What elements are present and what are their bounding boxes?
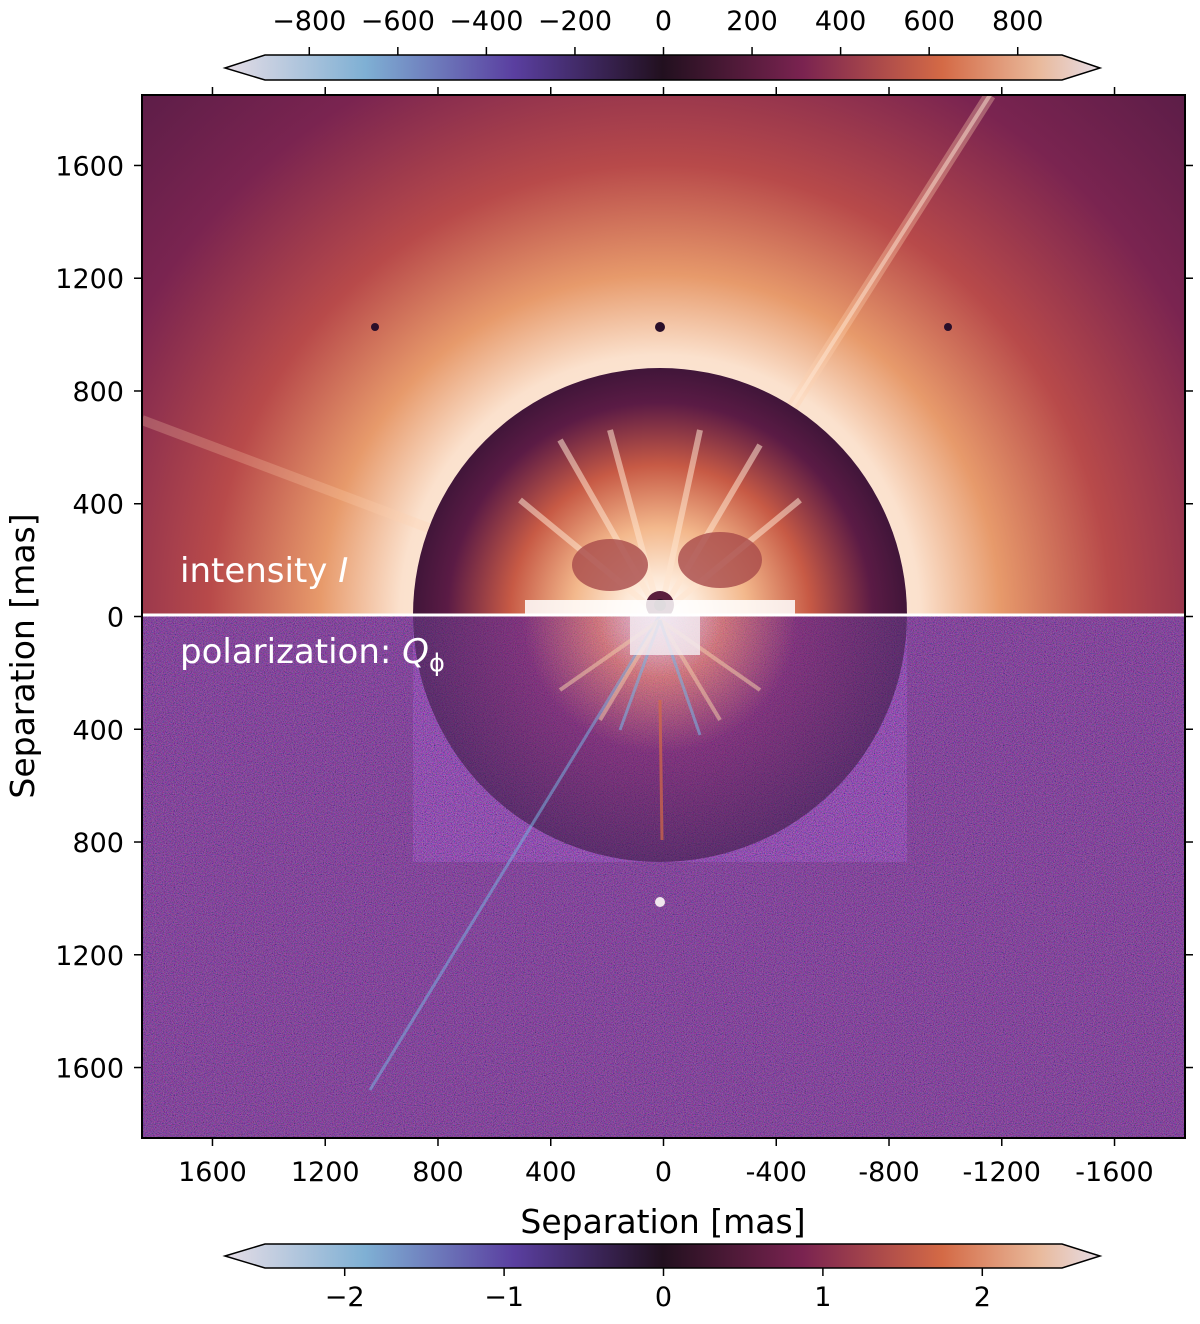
x-tick-label: -800 — [858, 1157, 919, 1188]
x-tick-label: 400 — [525, 1157, 577, 1188]
colorbar-top-tick-label: 200 — [726, 6, 778, 37]
x-tick-label: 800 — [412, 1157, 464, 1188]
y-tick-label: 0 — [107, 603, 124, 634]
intensity-panel — [142, 95, 1185, 615]
x-tick-label: -1200 — [963, 1157, 1041, 1188]
y-tick-label: 400 — [72, 490, 124, 521]
satellite-spot — [371, 323, 379, 331]
colorbar-top-tick-label: 600 — [903, 6, 955, 37]
colorbar-top-bar — [222, 54, 1103, 81]
x-tick-label: 1200 — [291, 1157, 360, 1188]
y-tick-label: 800 — [72, 828, 124, 859]
colorbar-bottom-tick-label: 2 — [974, 1282, 991, 1313]
companion-spot — [655, 897, 665, 907]
colorbar-top-tick-label: −800 — [272, 6, 346, 37]
satellite-spot — [944, 323, 952, 331]
colorbar-top-tick-label: −400 — [449, 6, 523, 37]
y-tick-label: 400 — [72, 715, 124, 746]
intensity-label: intensity I — [180, 551, 348, 591]
colorbar-bottom-bar — [222, 1243, 1103, 1269]
x-tick-label: -1600 — [1075, 1157, 1153, 1188]
colorbar-top-tick-label: 400 — [815, 6, 867, 37]
colorbar-top-tick-label: 0 — [655, 6, 672, 37]
colorbar-top: −800 −600 −400 −200 0 200 400 600 800 — [222, 6, 1103, 81]
colorbar-bottom: −2 −1 0 1 2 — [222, 1243, 1103, 1313]
colorbar-top-tick-label: −200 — [538, 6, 612, 37]
satellite-spot — [655, 322, 665, 332]
x-tick-label: 1600 — [178, 1157, 247, 1188]
x-axis-title: Separation [mas] — [520, 1202, 805, 1241]
colorbar-bottom-tick-label: 1 — [814, 1282, 831, 1313]
y-tick-label: 1600 — [55, 151, 124, 182]
y-tick-label: 1600 — [55, 1054, 124, 1085]
colorbar-top-tick-label: −600 — [361, 6, 435, 37]
image-panel: intensity I polarization: Qϕ 1600 1200 800… — [55, 87, 1193, 1188]
colorbar-top-tick-label: 800 — [992, 6, 1044, 37]
colorbar-bottom-tick-label: −1 — [484, 1282, 524, 1313]
colorbar-bottom-tick-label: −2 — [325, 1282, 365, 1313]
polarization-panel — [142, 615, 1185, 1138]
y-tick-label: 1200 — [55, 941, 124, 972]
x-tick-label: 0 — [655, 1157, 672, 1188]
coronagraph-disk-top — [413, 368, 907, 615]
x-tick-label: -400 — [746, 1157, 807, 1188]
y-axis-title: Separation [mas] — [3, 513, 42, 798]
polarization-label: polarization: Qϕ — [180, 632, 445, 677]
y-tick-label: 800 — [72, 377, 124, 408]
colorbar-bottom-tick-label: 0 — [655, 1282, 672, 1313]
y-tick-label: 1200 — [55, 264, 124, 295]
